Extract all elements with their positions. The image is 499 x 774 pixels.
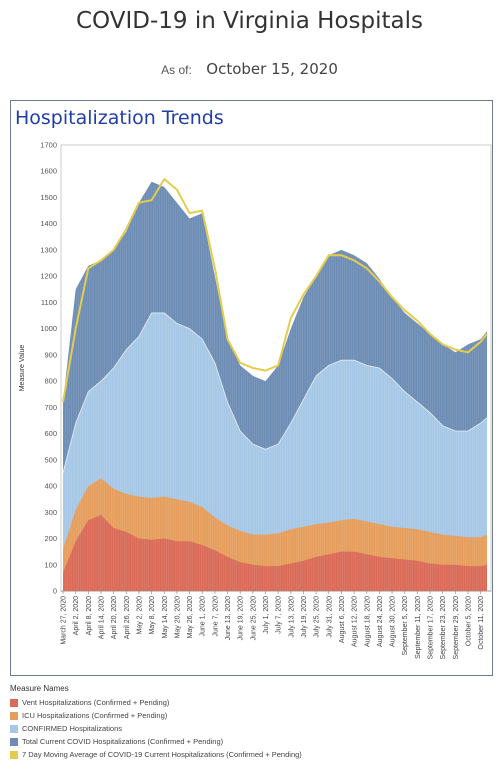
y-tick-label: 100 [44, 560, 57, 569]
x-tick-label: April 14, 2020 [98, 596, 105, 639]
x-tick-label: April 26, 2020 [124, 596, 131, 639]
legend-item-confirmed[interactable]: CONFIRMED Hospitalizations [10, 722, 490, 735]
legend-swatch [10, 750, 18, 759]
x-tick-label: August 6, 2020 [339, 596, 346, 643]
y-tick-label: 1700 [40, 141, 57, 150]
x-tick-label: June 1, 2020 [200, 596, 207, 637]
legend: Measure Names Vent Hospitalizations (Con… [10, 684, 490, 761]
legend-label: CONFIRMED Hospitalizations [22, 724, 123, 733]
x-tick-label: March 27, 2020 [61, 596, 68, 645]
x-tick-label: August 30, 2020 [390, 596, 397, 647]
hospitalization-trends-panel: 0 100 200 300 400 500 600 700 800 900 1000 1100 1200… [10, 100, 493, 676]
x-tick-label: October 11, 2020 [478, 596, 485, 650]
y-tick-label: 1200 [40, 272, 57, 281]
y-tick-label: 200 [44, 534, 57, 543]
x-tick-label: October 5, 2020 [466, 596, 473, 646]
x-tick-label: July 13, 2020 [288, 596, 295, 638]
area-series-0 [63, 514, 487, 591]
panel-title: Hospitalization Trends [15, 107, 224, 129]
x-tick-label: April 20, 2020 [111, 596, 118, 639]
page-title: COVID-19 in Virginia Hospitals [76, 8, 423, 34]
x-tick-label: June 7, 2020 [212, 596, 219, 637]
legend-item-total[interactable]: Total Current COVID Hospitalizations (Co… [10, 735, 490, 748]
x-tick-label: August 18, 2020 [364, 596, 371, 647]
legend-label: ICU Hospitalizations (Confirmed + Pendin… [22, 711, 168, 720]
legend-label: 7 Day Moving Average of COVID-19 Current… [22, 750, 302, 759]
y-tick-label: 0 [53, 587, 57, 596]
y-tick-label: 1500 [40, 193, 57, 202]
x-tick-label: May 20, 2020 [174, 596, 181, 639]
x-tick-label: April 8, 2020 [86, 596, 93, 635]
legend-item-icu[interactable]: ICU Hospitalizations (Confirmed + Pendin… [10, 709, 490, 722]
y-tick-label: 300 [44, 508, 57, 517]
x-tick-label: May 26, 2020 [187, 596, 194, 639]
x-tick-label: June 13, 2020 [225, 596, 232, 640]
x-tick-label: July 1, 2020 [263, 596, 270, 634]
x-tick-label: July 19, 2020 [301, 596, 308, 638]
as-of: As of: October 15, 2020 [0, 60, 499, 79]
x-tick-label: September 5, 2020 [402, 596, 409, 656]
x-tick-label: August 24, 2020 [377, 596, 384, 647]
y-tick-label: 1600 [40, 167, 57, 176]
legend-swatch [10, 698, 18, 707]
x-tick-label: September 11, 2020 [415, 596, 422, 659]
moving-average-line [62, 178, 488, 403]
legend-label: Vent Hospitalizations (Confirmed + Pendi… [22, 698, 170, 707]
y-tick-label: 800 [44, 377, 57, 386]
legend-item-vent[interactable]: Vent Hospitalizations (Confirmed + Pendi… [10, 696, 490, 709]
x-tick-label: May 14, 2020 [162, 596, 169, 639]
y-tick-label: 900 [44, 350, 57, 359]
x-tick-label: May 2, 2020 [136, 596, 143, 635]
as-of-date: October 15, 2020 [206, 60, 338, 78]
legend-swatch [10, 724, 18, 733]
y-tick-label: 400 [44, 482, 57, 491]
legend-label: Total Current COVID Hospitalizations (Co… [22, 737, 224, 746]
y-tick-label: 500 [44, 455, 57, 464]
x-tick-label: September 23, 2020 [440, 596, 447, 660]
as-of-label: As of: [161, 63, 192, 77]
x-tick-label: June 19, 2020 [238, 596, 245, 640]
hospitalization-trends-chart[interactable]: 0 100 200 300 400 500 600 700 800 900 1000 1100 1200… [11, 101, 492, 675]
y-tick-label: 600 [44, 429, 57, 438]
x-tick-label: July 25, 2020 [314, 596, 321, 638]
x-tick-label: September 17, 2020 [428, 596, 435, 660]
x-tick-label: July 31, 2020 [326, 596, 333, 638]
y-tick-label: 700 [44, 403, 57, 412]
legend-swatch [10, 737, 18, 746]
confirmed-edge [62, 312, 488, 473]
x-tick-label: May 8, 2020 [149, 596, 156, 635]
y-tick-label: 1300 [40, 245, 57, 254]
legend-item-moving-average[interactable]: 7 Day Moving Average of COVID-19 Current… [10, 748, 490, 761]
y-tick-label: 1100 [41, 298, 57, 307]
x-tick-label: July 7, 2020 [276, 596, 283, 634]
legend-swatch [10, 711, 18, 720]
x-tick-label: August 12, 2020 [352, 596, 359, 647]
y-tick-label: 1400 [40, 219, 57, 228]
legend-title: Measure Names [10, 684, 69, 693]
y-tick-label: 1000 [40, 324, 57, 333]
x-tick-label: June 25, 2020 [250, 596, 257, 640]
y-axis-label: Measure Value [19, 345, 26, 392]
x-tick-label: September 29, 2020 [453, 596, 460, 660]
x-tick-label: April 2, 2020 [73, 596, 80, 635]
